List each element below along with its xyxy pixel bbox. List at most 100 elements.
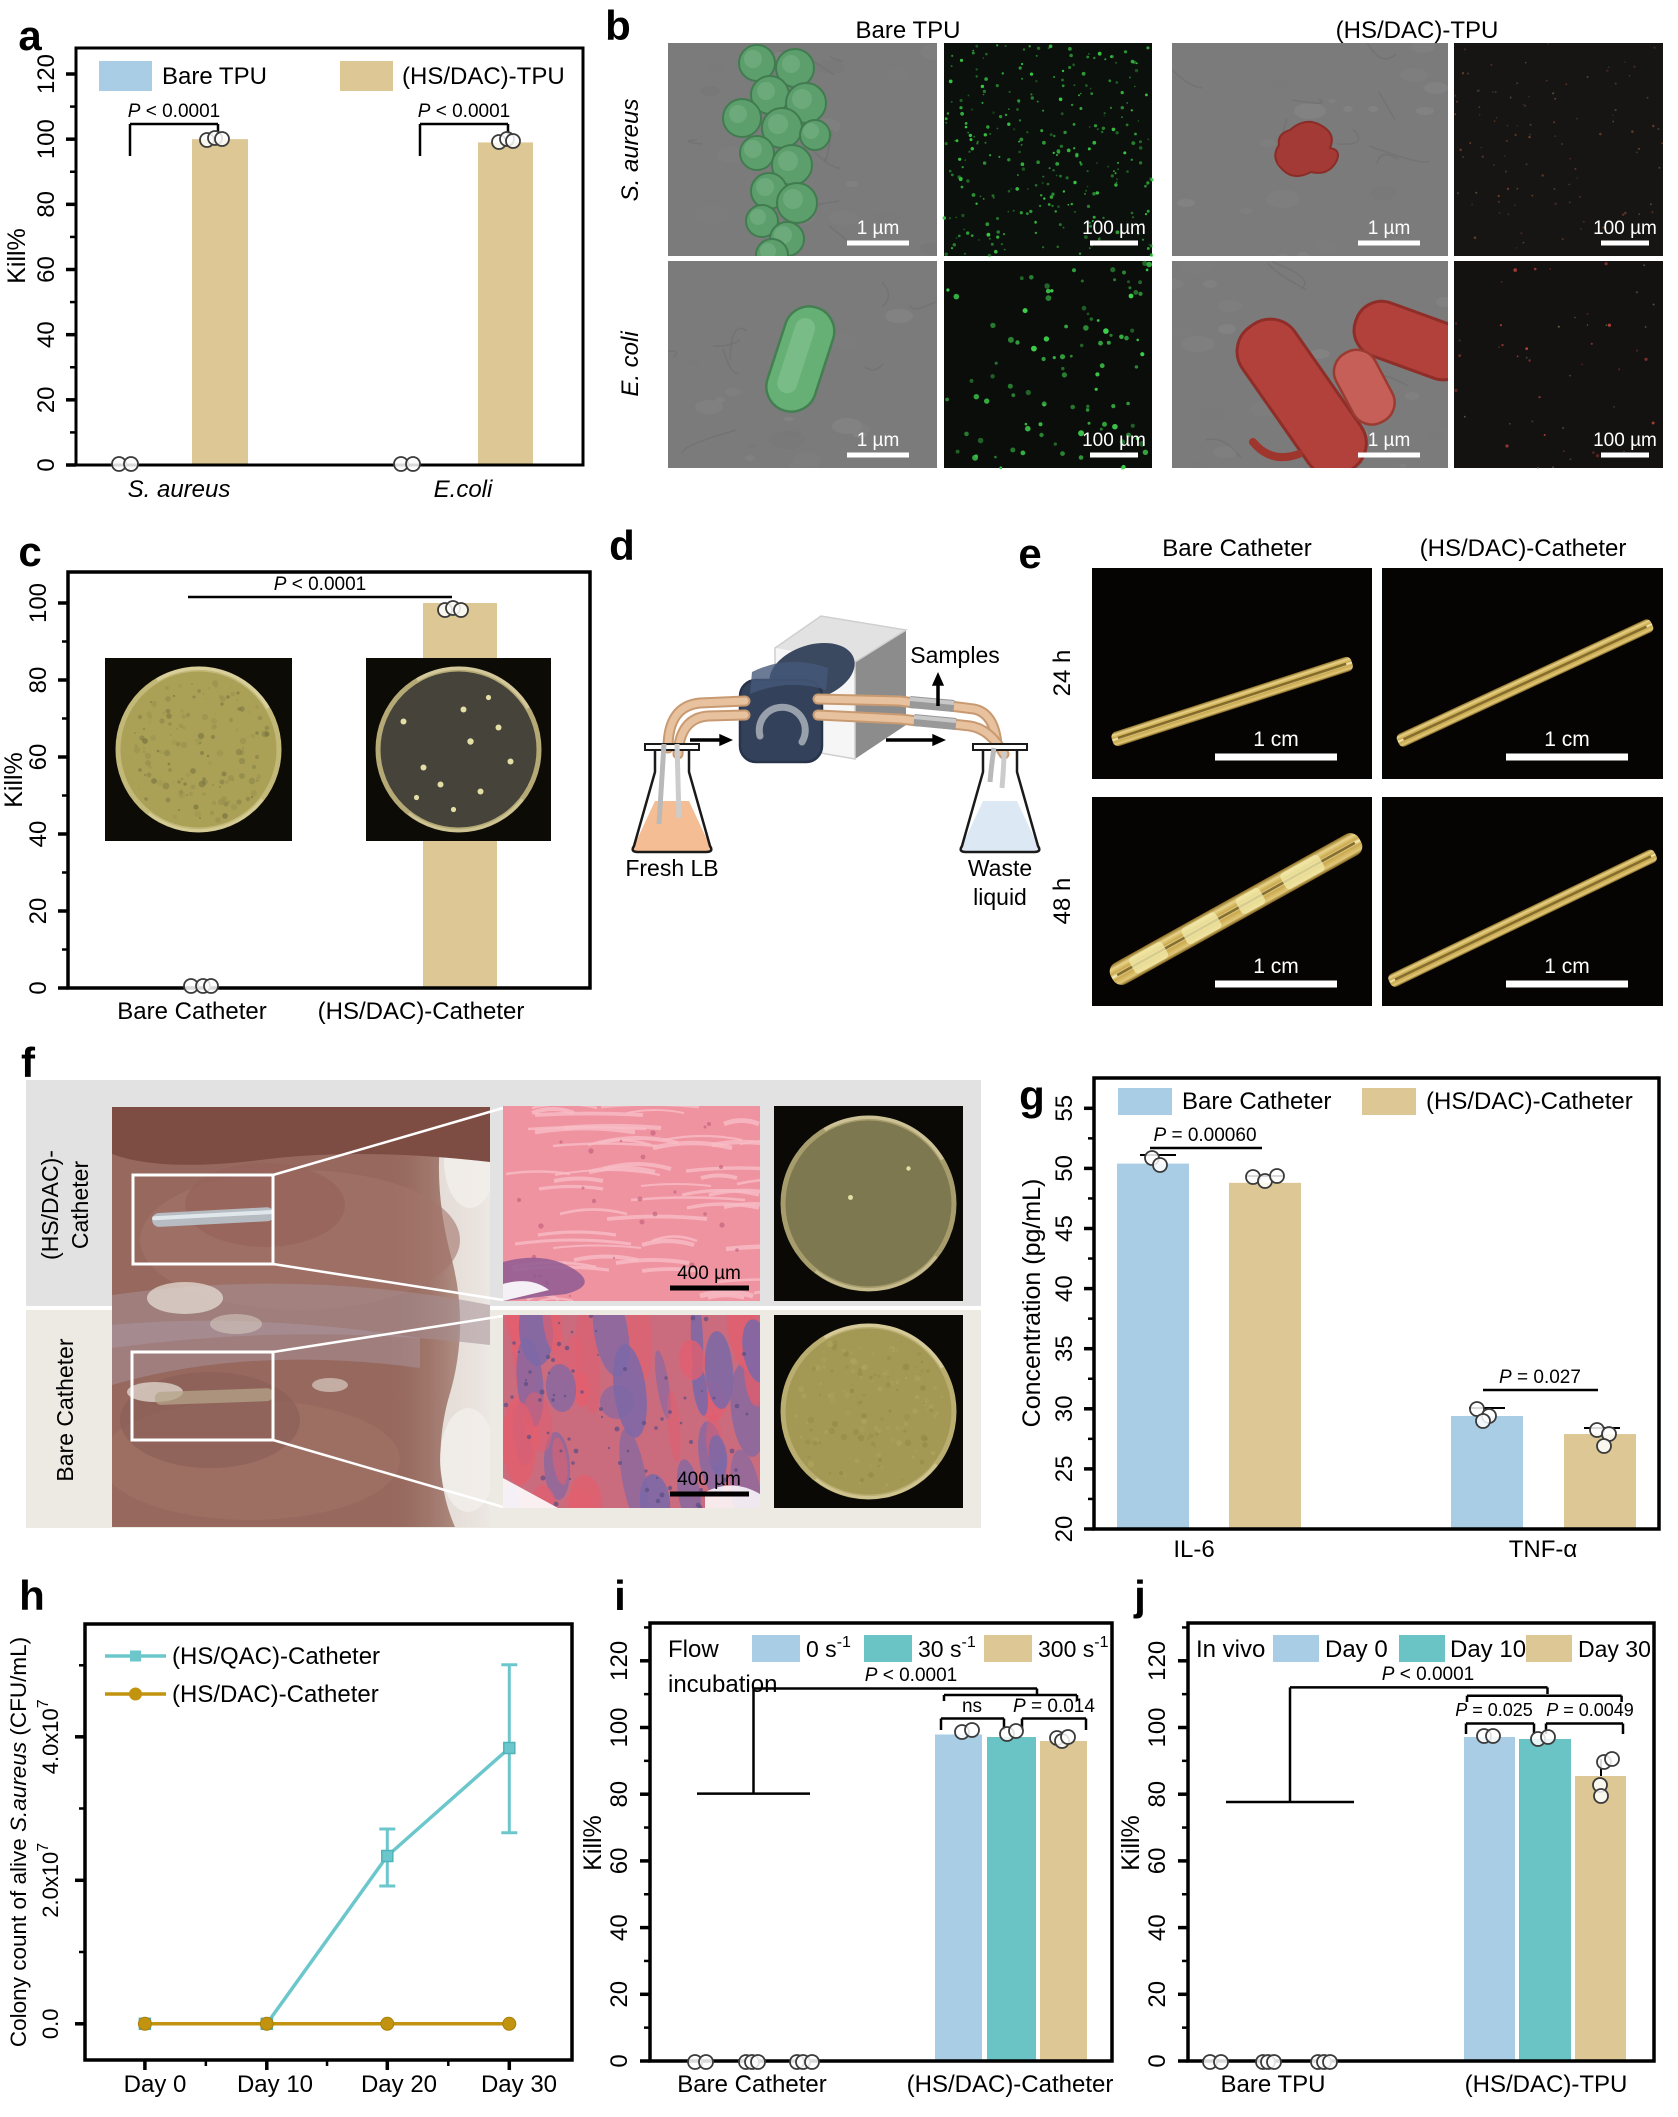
svg-text:Bare Catheter: Bare Catheter	[1182, 1088, 1331, 1115]
svg-text:400 µm: 400 µm	[677, 1263, 741, 1284]
svg-text:Day 20: Day 20	[361, 2071, 437, 2098]
svg-text:Day 30: Day 30	[481, 2071, 557, 2098]
svg-text:Day 0: Day 0	[1325, 1636, 1388, 1663]
svg-text:100 µm: 100 µm	[1593, 218, 1657, 239]
svg-text:40: 40	[1144, 1914, 1171, 1941]
svg-text:IL-6: IL-6	[1173, 1536, 1214, 1563]
svg-text:100: 100	[1144, 1707, 1171, 1747]
svg-text:1 µm: 1 µm	[1368, 218, 1411, 239]
svg-text:20: 20	[1144, 1981, 1171, 2008]
svg-text:1 cm: 1 cm	[1253, 955, 1299, 978]
svg-text:(HS/DAC)-Catheter: (HS/DAC)-Catheter	[318, 998, 525, 1025]
svg-text:80: 80	[33, 191, 60, 218]
svg-text:b: b	[605, 2, 631, 49]
svg-text:S. aureus: S. aureus	[128, 476, 231, 503]
svg-text:4.0x107: 4.0x107	[35, 1699, 63, 1774]
svg-text:Kill%: Kill%	[3, 228, 31, 284]
svg-text:P < 0.0001: P < 0.0001	[865, 1665, 957, 1686]
svg-text:Bare TPU: Bare TPU	[856, 17, 961, 44]
svg-text:(HS/QAC)-Catheter: (HS/QAC)-Catheter	[172, 1643, 380, 1670]
svg-text:Day 30: Day 30	[1578, 1636, 1651, 1662]
svg-text:Bare Catheter: Bare Catheter	[1162, 535, 1311, 562]
svg-text:1 µm: 1 µm	[857, 218, 900, 239]
svg-text:ns: ns	[962, 1696, 982, 1717]
svg-text:E. coli: E. coli	[617, 331, 644, 397]
svg-text:(HS/DAC)-Catheter: (HS/DAC)-Catheter	[172, 1681, 379, 1708]
svg-text:30: 30	[1051, 1395, 1078, 1422]
svg-text:e: e	[1018, 530, 1041, 577]
svg-text:Colony count of alive S.aureus: Colony count of alive S.aureus (CFU/mL)	[6, 1637, 31, 2047]
svg-text:48 h: 48 h	[1049, 878, 1076, 925]
svg-text:60: 60	[33, 256, 60, 283]
svg-text:P = 0.0049: P = 0.0049	[1546, 1700, 1634, 1720]
svg-text:Bare Catheter: Bare Catheter	[117, 998, 266, 1025]
svg-text:120: 120	[1144, 1641, 1171, 1681]
svg-text:0: 0	[606, 2054, 633, 2067]
svg-text:25: 25	[1051, 1456, 1078, 1483]
svg-text:(HS/DAC)-TPU: (HS/DAC)-TPU	[402, 63, 565, 90]
svg-text:0: 0	[1144, 2054, 1171, 2067]
svg-text:40: 40	[25, 821, 52, 848]
svg-text:Day 10: Day 10	[1450, 1636, 1526, 1663]
svg-text:0.0: 0.0	[38, 2009, 63, 2040]
svg-text:f: f	[21, 1039, 36, 1086]
svg-text:h: h	[19, 1572, 45, 1619]
svg-text:P = 0.014: P = 0.014	[1013, 1696, 1095, 1717]
svg-text:Waste: Waste	[968, 855, 1032, 881]
svg-text:100: 100	[25, 583, 52, 623]
svg-text:24 h: 24 h	[1049, 650, 1076, 697]
svg-text:(HS/DAC)-Catheter: (HS/DAC)-Catheter	[1426, 1088, 1633, 1115]
svg-text:20: 20	[1051, 1516, 1078, 1543]
svg-text:liquid: liquid	[973, 884, 1027, 910]
svg-text:60: 60	[606, 1848, 633, 1875]
svg-text:1 µm: 1 µm	[1368, 430, 1411, 451]
svg-text:TNF-α: TNF-α	[1509, 1536, 1578, 1563]
svg-text:45: 45	[1051, 1215, 1078, 1242]
svg-text:20: 20	[33, 386, 60, 413]
svg-text:Bare Catheter: Bare Catheter	[677, 2071, 826, 2098]
svg-text:1 cm: 1 cm	[1253, 728, 1299, 751]
svg-text:i: i	[614, 1572, 626, 1619]
svg-text:80: 80	[606, 1781, 633, 1808]
svg-text:Concentration (pg/mL): Concentration (pg/mL)	[1018, 1179, 1046, 1428]
svg-text:120: 120	[33, 54, 60, 94]
svg-text:Bare TPU: Bare TPU	[1221, 2071, 1326, 2098]
svg-text:100 µm: 100 µm	[1082, 218, 1146, 239]
svg-text:20: 20	[25, 898, 52, 925]
svg-text:P = 0.025: P = 0.025	[1455, 1700, 1533, 1720]
svg-text:(HS/DAC)-: (HS/DAC)-	[37, 1150, 63, 1260]
svg-text:0: 0	[33, 458, 60, 471]
svg-text:60: 60	[1144, 1848, 1171, 1875]
svg-text:In vivo: In vivo	[1196, 1636, 1265, 1663]
svg-text:g: g	[1019, 1072, 1045, 1119]
svg-text:c: c	[18, 528, 41, 575]
svg-text:Kill%: Kill%	[579, 1815, 607, 1871]
svg-text:100 µm: 100 µm	[1593, 430, 1657, 451]
svg-text:Day 10: Day 10	[237, 2071, 313, 2098]
svg-text:0: 0	[25, 981, 52, 994]
svg-text:1 cm: 1 cm	[1544, 955, 1590, 978]
svg-text:Bare TPU: Bare TPU	[162, 63, 267, 90]
svg-text:Catheter: Catheter	[67, 1161, 93, 1250]
svg-text:(HS/DAC)-Catheter: (HS/DAC)-Catheter	[1420, 535, 1627, 562]
svg-text:100: 100	[606, 1707, 633, 1747]
svg-text:100: 100	[33, 119, 60, 159]
svg-text:(HS/DAC)-Catheter: (HS/DAC)-Catheter	[907, 2071, 1114, 2098]
svg-text:Day 0: Day 0	[124, 2071, 187, 2098]
svg-text:P < 0.0001: P < 0.0001	[1382, 1664, 1474, 1685]
svg-text:P < 0.0001: P < 0.0001	[274, 574, 366, 595]
svg-text:60: 60	[25, 744, 52, 771]
svg-text:P = 0.00060: P = 0.00060	[1153, 1125, 1256, 1146]
svg-text:Fresh LB: Fresh LB	[625, 855, 718, 881]
svg-text:j: j	[1133, 1572, 1146, 1619]
svg-text:55: 55	[1051, 1095, 1078, 1122]
svg-text:2.0x107: 2.0x107	[35, 1843, 63, 1918]
svg-text:100 µm: 100 µm	[1082, 430, 1146, 451]
svg-text:50: 50	[1051, 1155, 1078, 1182]
svg-text:P = 0.027: P = 0.027	[1499, 1367, 1581, 1388]
svg-text:20: 20	[606, 1981, 633, 2008]
svg-text:P < 0.0001: P < 0.0001	[128, 101, 220, 122]
svg-text:1 µm: 1 µm	[857, 430, 900, 451]
svg-text:400 µm: 400 µm	[677, 1469, 741, 1490]
svg-text:35: 35	[1051, 1335, 1078, 1362]
